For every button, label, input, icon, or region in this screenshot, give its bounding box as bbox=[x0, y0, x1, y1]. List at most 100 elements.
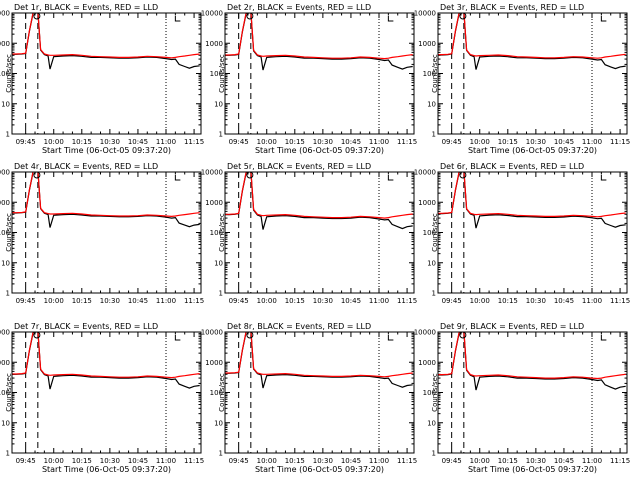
x-tick-label: 09:45 bbox=[442, 297, 462, 305]
x-tick-label: 10:15 bbox=[498, 138, 518, 146]
series-line-lld bbox=[438, 172, 626, 218]
x-tick-label: 10:00 bbox=[257, 297, 277, 305]
peak-marker bbox=[459, 12, 467, 20]
series-line-lld bbox=[225, 13, 413, 60]
x-tick-label: 10:30 bbox=[526, 138, 546, 146]
x-tick-label: 11:00 bbox=[369, 297, 389, 305]
y-tick-label: 10 bbox=[427, 419, 436, 427]
y-tick-label: 10 bbox=[214, 100, 223, 108]
x-tick-label: 09:45 bbox=[16, 138, 36, 146]
x-tick-label: 11:00 bbox=[582, 138, 602, 146]
x-tick-label: 11:00 bbox=[156, 297, 176, 305]
corner-glyph bbox=[174, 16, 181, 22]
panel-title: Det 9r, BLACK = Events, RED = LLD bbox=[440, 322, 584, 331]
plot-frame bbox=[437, 331, 628, 454]
series-line-lld bbox=[12, 13, 200, 59]
x-tick-label: 09:45 bbox=[16, 297, 36, 305]
y-tick-label: 10000 bbox=[201, 169, 223, 177]
x-tick-label: 10:30 bbox=[100, 297, 120, 305]
y-tick-label: 1000 bbox=[0, 359, 10, 367]
x-tick-label: 09:45 bbox=[442, 138, 462, 146]
x-tick-label: 10:45 bbox=[341, 457, 361, 465]
y-tick-label: 1000 bbox=[0, 40, 10, 48]
y-tick-label: 100 bbox=[423, 229, 436, 237]
peak-marker bbox=[459, 171, 467, 179]
chart-panel-2: Det 2r, BLACK = Events, RED = LLD Counts/… bbox=[201, 3, 417, 155]
plot-frame bbox=[224, 331, 415, 454]
x-tick-label: 10:00 bbox=[257, 138, 277, 146]
plot-frame bbox=[224, 12, 415, 135]
x-axis-label: Start Time (06-Oct-05 09:37:20) bbox=[468, 146, 597, 155]
chart-panel-5: Det 5r, BLACK = Events, RED = LLD Counts/… bbox=[201, 162, 417, 305]
y-tick-label: 1 bbox=[432, 290, 436, 298]
corner-glyph bbox=[387, 16, 394, 22]
y-tick-label: 10000 bbox=[201, 329, 223, 337]
y-axis-label: Counts/sec bbox=[5, 213, 13, 252]
x-tick-label: 10:30 bbox=[100, 457, 120, 465]
y-tick-label: 10000 bbox=[414, 169, 436, 177]
peak-marker bbox=[246, 12, 254, 20]
y-tick-label: 10000 bbox=[201, 10, 223, 18]
x-tick-label: 10:00 bbox=[470, 297, 490, 305]
y-tick-label: 100 bbox=[210, 70, 223, 78]
y-axis-label: Counts/sec bbox=[431, 373, 439, 412]
panel-title: Det 5r, BLACK = Events, RED = LLD bbox=[227, 162, 371, 171]
x-tick-label: 10:15 bbox=[72, 297, 92, 305]
chart-panel-9: Det 9r, BLACK = Events, RED = LLD Counts/… bbox=[414, 322, 630, 474]
y-tick-label: 1 bbox=[6, 450, 10, 458]
plot-frame bbox=[437, 12, 628, 135]
x-tick-label: 11:15 bbox=[184, 138, 204, 146]
y-axis-label: Counts/sec bbox=[218, 213, 226, 252]
y-axis-label: Counts/sec bbox=[5, 373, 13, 412]
y-tick-label: 10000 bbox=[414, 10, 436, 18]
x-tick-label: 11:00 bbox=[369, 138, 389, 146]
y-tick-label: 10000 bbox=[0, 10, 10, 18]
y-tick-label: 10 bbox=[1, 100, 10, 108]
x-tick-label: 10:15 bbox=[72, 457, 92, 465]
x-tick-label: 09:45 bbox=[16, 457, 36, 465]
x-tick-label: 10:00 bbox=[44, 138, 64, 146]
x-tick-label: 10:45 bbox=[341, 297, 361, 305]
x-tick-label: 10:30 bbox=[313, 457, 333, 465]
x-tick-label: 10:30 bbox=[526, 297, 546, 305]
x-tick-label: 10:00 bbox=[44, 297, 64, 305]
y-tick-label: 1 bbox=[219, 290, 223, 298]
panel-title: Det 4r, BLACK = Events, RED = LLD bbox=[14, 162, 158, 171]
y-tick-label: 100 bbox=[0, 229, 10, 237]
peak-marker bbox=[246, 171, 254, 179]
x-tick-label: 10:30 bbox=[526, 457, 546, 465]
panel-title: Det 2r, BLACK = Events, RED = LLD bbox=[227, 3, 371, 12]
plot-frame bbox=[11, 12, 202, 135]
y-tick-label: 10 bbox=[214, 259, 223, 267]
x-tick-label: 11:00 bbox=[156, 457, 176, 465]
series-line-events bbox=[12, 172, 200, 228]
y-tick-label: 10 bbox=[427, 259, 436, 267]
x-tick-label: 09:45 bbox=[442, 457, 462, 465]
x-tick-label: 10:45 bbox=[554, 297, 574, 305]
x-tick-label: 09:45 bbox=[229, 457, 249, 465]
corner-glyph bbox=[387, 175, 394, 181]
x-tick-label: 11:15 bbox=[610, 297, 630, 305]
x-tick-label: 11:00 bbox=[582, 297, 602, 305]
y-axis-label: Counts/sec bbox=[218, 373, 226, 412]
x-tick-label: 10:15 bbox=[498, 297, 518, 305]
y-tick-label: 10000 bbox=[0, 169, 10, 177]
y-tick-label: 1 bbox=[432, 450, 436, 458]
y-tick-label: 1000 bbox=[418, 359, 436, 367]
y-tick-label: 1000 bbox=[418, 40, 436, 48]
x-axis-label: Start Time (06-Oct-05 09:37:20) bbox=[255, 146, 384, 155]
x-tick-label: 10:45 bbox=[341, 138, 361, 146]
panel-title: Det 1r, BLACK = Events, RED = LLD bbox=[14, 3, 158, 12]
x-tick-label: 10:00 bbox=[470, 457, 490, 465]
x-tick-label: 10:30 bbox=[313, 138, 333, 146]
y-tick-label: 10000 bbox=[0, 329, 10, 337]
x-tick-label: 10:45 bbox=[554, 457, 574, 465]
y-axis-label: Counts/sec bbox=[431, 54, 439, 93]
x-tick-label: 11:15 bbox=[610, 138, 630, 146]
series-line-lld bbox=[225, 172, 413, 219]
y-tick-label: 1 bbox=[219, 131, 223, 139]
y-tick-label: 1 bbox=[432, 131, 436, 139]
y-axis-label: Counts/sec bbox=[431, 213, 439, 252]
y-tick-label: 1000 bbox=[205, 359, 223, 367]
x-tick-label: 10:45 bbox=[128, 138, 148, 146]
